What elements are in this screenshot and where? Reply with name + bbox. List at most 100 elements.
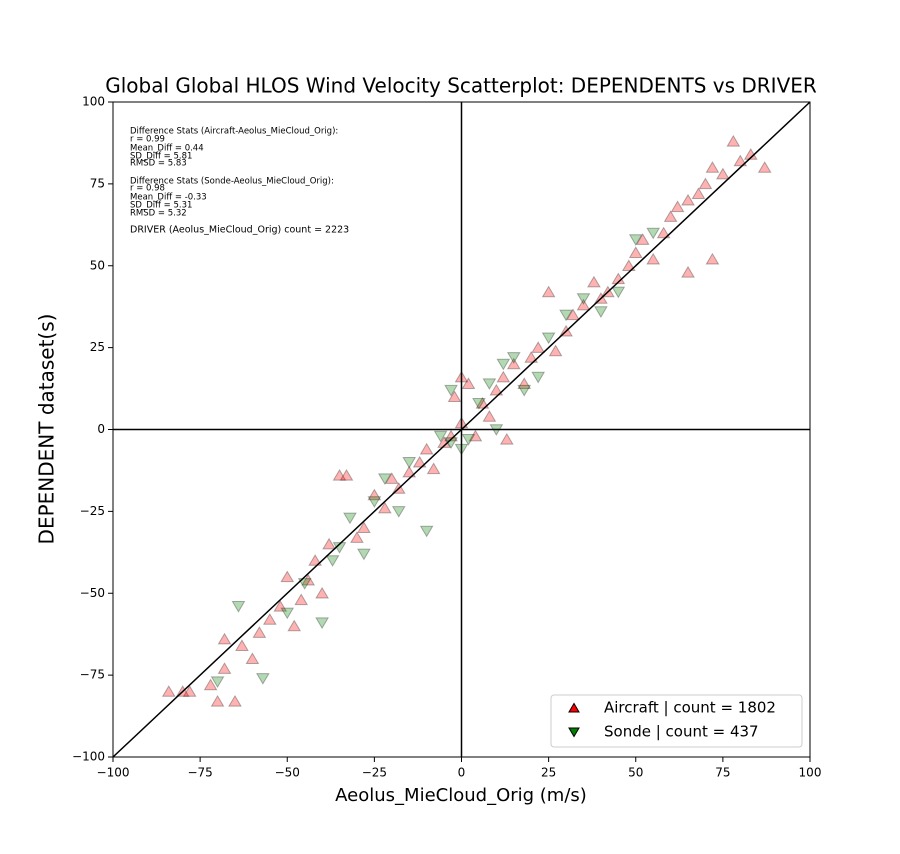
- scatter-point: [489, 383, 504, 396]
- stats-annotation: RMSD = 5.32: [130, 209, 187, 219]
- scatter-point: [475, 396, 490, 409]
- scatter-point: [280, 570, 295, 583]
- scatter-point: [576, 298, 591, 311]
- scatter-point: [228, 694, 242, 707]
- scatter-point: [656, 226, 671, 239]
- stats-annotation: r = 0.98: [130, 184, 165, 194]
- scatter-point: [252, 626, 267, 638]
- x-axis-label: Aeolus_MieCloud_Orig (m/s): [335, 785, 587, 806]
- one-to-one-line: [112, 101, 811, 758]
- scatter-point: [419, 442, 434, 455]
- x-tick-label: −25: [362, 766, 387, 780]
- x-tick-label: 100: [799, 766, 822, 780]
- scatter-point: [524, 351, 539, 363]
- scatter-point: [262, 613, 277, 625]
- x-tick-label: 0: [458, 766, 466, 780]
- y-tick-label: 75: [90, 176, 105, 190]
- scatter-point: [531, 371, 546, 384]
- scatter-point: [322, 537, 336, 550]
- scatter-point: [315, 586, 329, 599]
- scatter-point: [461, 377, 476, 389]
- scatter-point: [681, 193, 695, 206]
- y-tick-label: 25: [90, 340, 105, 354]
- scatter-point: [621, 259, 636, 272]
- scatter-point: [444, 384, 458, 397]
- y-tick-label: −75: [80, 668, 105, 682]
- scatter-point: [548, 344, 563, 357]
- stats-annotation: SD_Diff = 5.31: [130, 201, 192, 211]
- scatter-point: [628, 234, 643, 246]
- scatter-point: [161, 685, 176, 697]
- scatter-point: [517, 384, 532, 397]
- scatter-point: [402, 465, 417, 478]
- scatter-point: [716, 167, 730, 180]
- scatter-point: [402, 456, 417, 469]
- scatter-point: [506, 352, 521, 364]
- scatter-point: [332, 468, 347, 481]
- scatter-point: [698, 177, 713, 190]
- scatter-point: [412, 455, 427, 468]
- scatter-point: [611, 286, 626, 299]
- scatter-point: [182, 685, 197, 697]
- scatter-point: [301, 573, 316, 586]
- scatter-point: [670, 200, 685, 213]
- scatter-point: [663, 210, 678, 222]
- scatter-point: [287, 619, 302, 632]
- scatter-point: [339, 468, 354, 481]
- scatter-point: [576, 293, 591, 305]
- scatter-point: [280, 607, 295, 620]
- scatter-point: [297, 578, 312, 590]
- stats-annotation: DRIVER (Aeolus_MieCloud_Orig) count = 22…: [130, 225, 349, 236]
- scatter-point: [681, 265, 695, 278]
- scatter-point: [426, 462, 441, 475]
- stats-annotation: Difference Stats (Aircraft-Aeolus_MieClo…: [130, 127, 338, 137]
- scatter-point: [350, 531, 364, 543]
- scatter-point: [482, 410, 497, 422]
- scatter-point: [367, 496, 382, 508]
- scatter-point: [482, 378, 497, 391]
- scatter-point: [461, 434, 476, 446]
- scatter-point: [315, 617, 329, 630]
- scatter-point: [377, 501, 392, 514]
- scatter-point: [357, 521, 371, 534]
- scatter-point: [357, 548, 371, 561]
- y-tick-label: 100: [82, 95, 105, 109]
- stats-annotation: Difference Stats (Sonde-Aeolus_MieCloud_…: [130, 177, 334, 187]
- scatter-point: [499, 432, 514, 445]
- x-tick-label: 75: [715, 766, 730, 780]
- scatter-point: [447, 390, 462, 403]
- scatter-point: [203, 678, 218, 691]
- scatter-point: [391, 506, 406, 518]
- x-tick-label: −100: [97, 766, 130, 780]
- scatter-point: [506, 357, 521, 370]
- y-axis-label: DEPENDENT dataset(s): [35, 314, 59, 545]
- scatter-point: [646, 252, 661, 265]
- scatter-point: [496, 370, 511, 383]
- scatter-point: [468, 429, 483, 442]
- scatter-point: [531, 341, 546, 353]
- scatter-point: [646, 227, 661, 240]
- chart-title: Global Global HLOS Wind Velocity Scatter…: [105, 74, 817, 98]
- x-tick-label: 50: [628, 766, 643, 780]
- scatter-point: [705, 252, 720, 265]
- scatter-point: [255, 673, 270, 685]
- scatter-point: [308, 554, 323, 566]
- scatter-point: [210, 676, 225, 689]
- scatter-point: [541, 285, 556, 298]
- scatter-point: [757, 161, 772, 173]
- legend-marker: [568, 702, 580, 713]
- scatter-point: [541, 332, 556, 345]
- y-tick-label: −25: [80, 504, 105, 518]
- scatter-point: [384, 472, 399, 484]
- stats-annotation: RMSD = 5.83: [130, 159, 187, 169]
- scatter-point: [433, 430, 448, 443]
- legend-label: Aircraft | count = 1802: [604, 699, 776, 717]
- scatter-point: [217, 632, 232, 645]
- scatter-point: [587, 275, 601, 288]
- scatter-point: [235, 639, 249, 651]
- stats-annotation: r = 0.99: [130, 135, 165, 145]
- stats-annotation: SD_Diff = 5.81: [130, 152, 192, 162]
- scatter-point: [566, 308, 580, 321]
- scatter-point: [325, 555, 340, 567]
